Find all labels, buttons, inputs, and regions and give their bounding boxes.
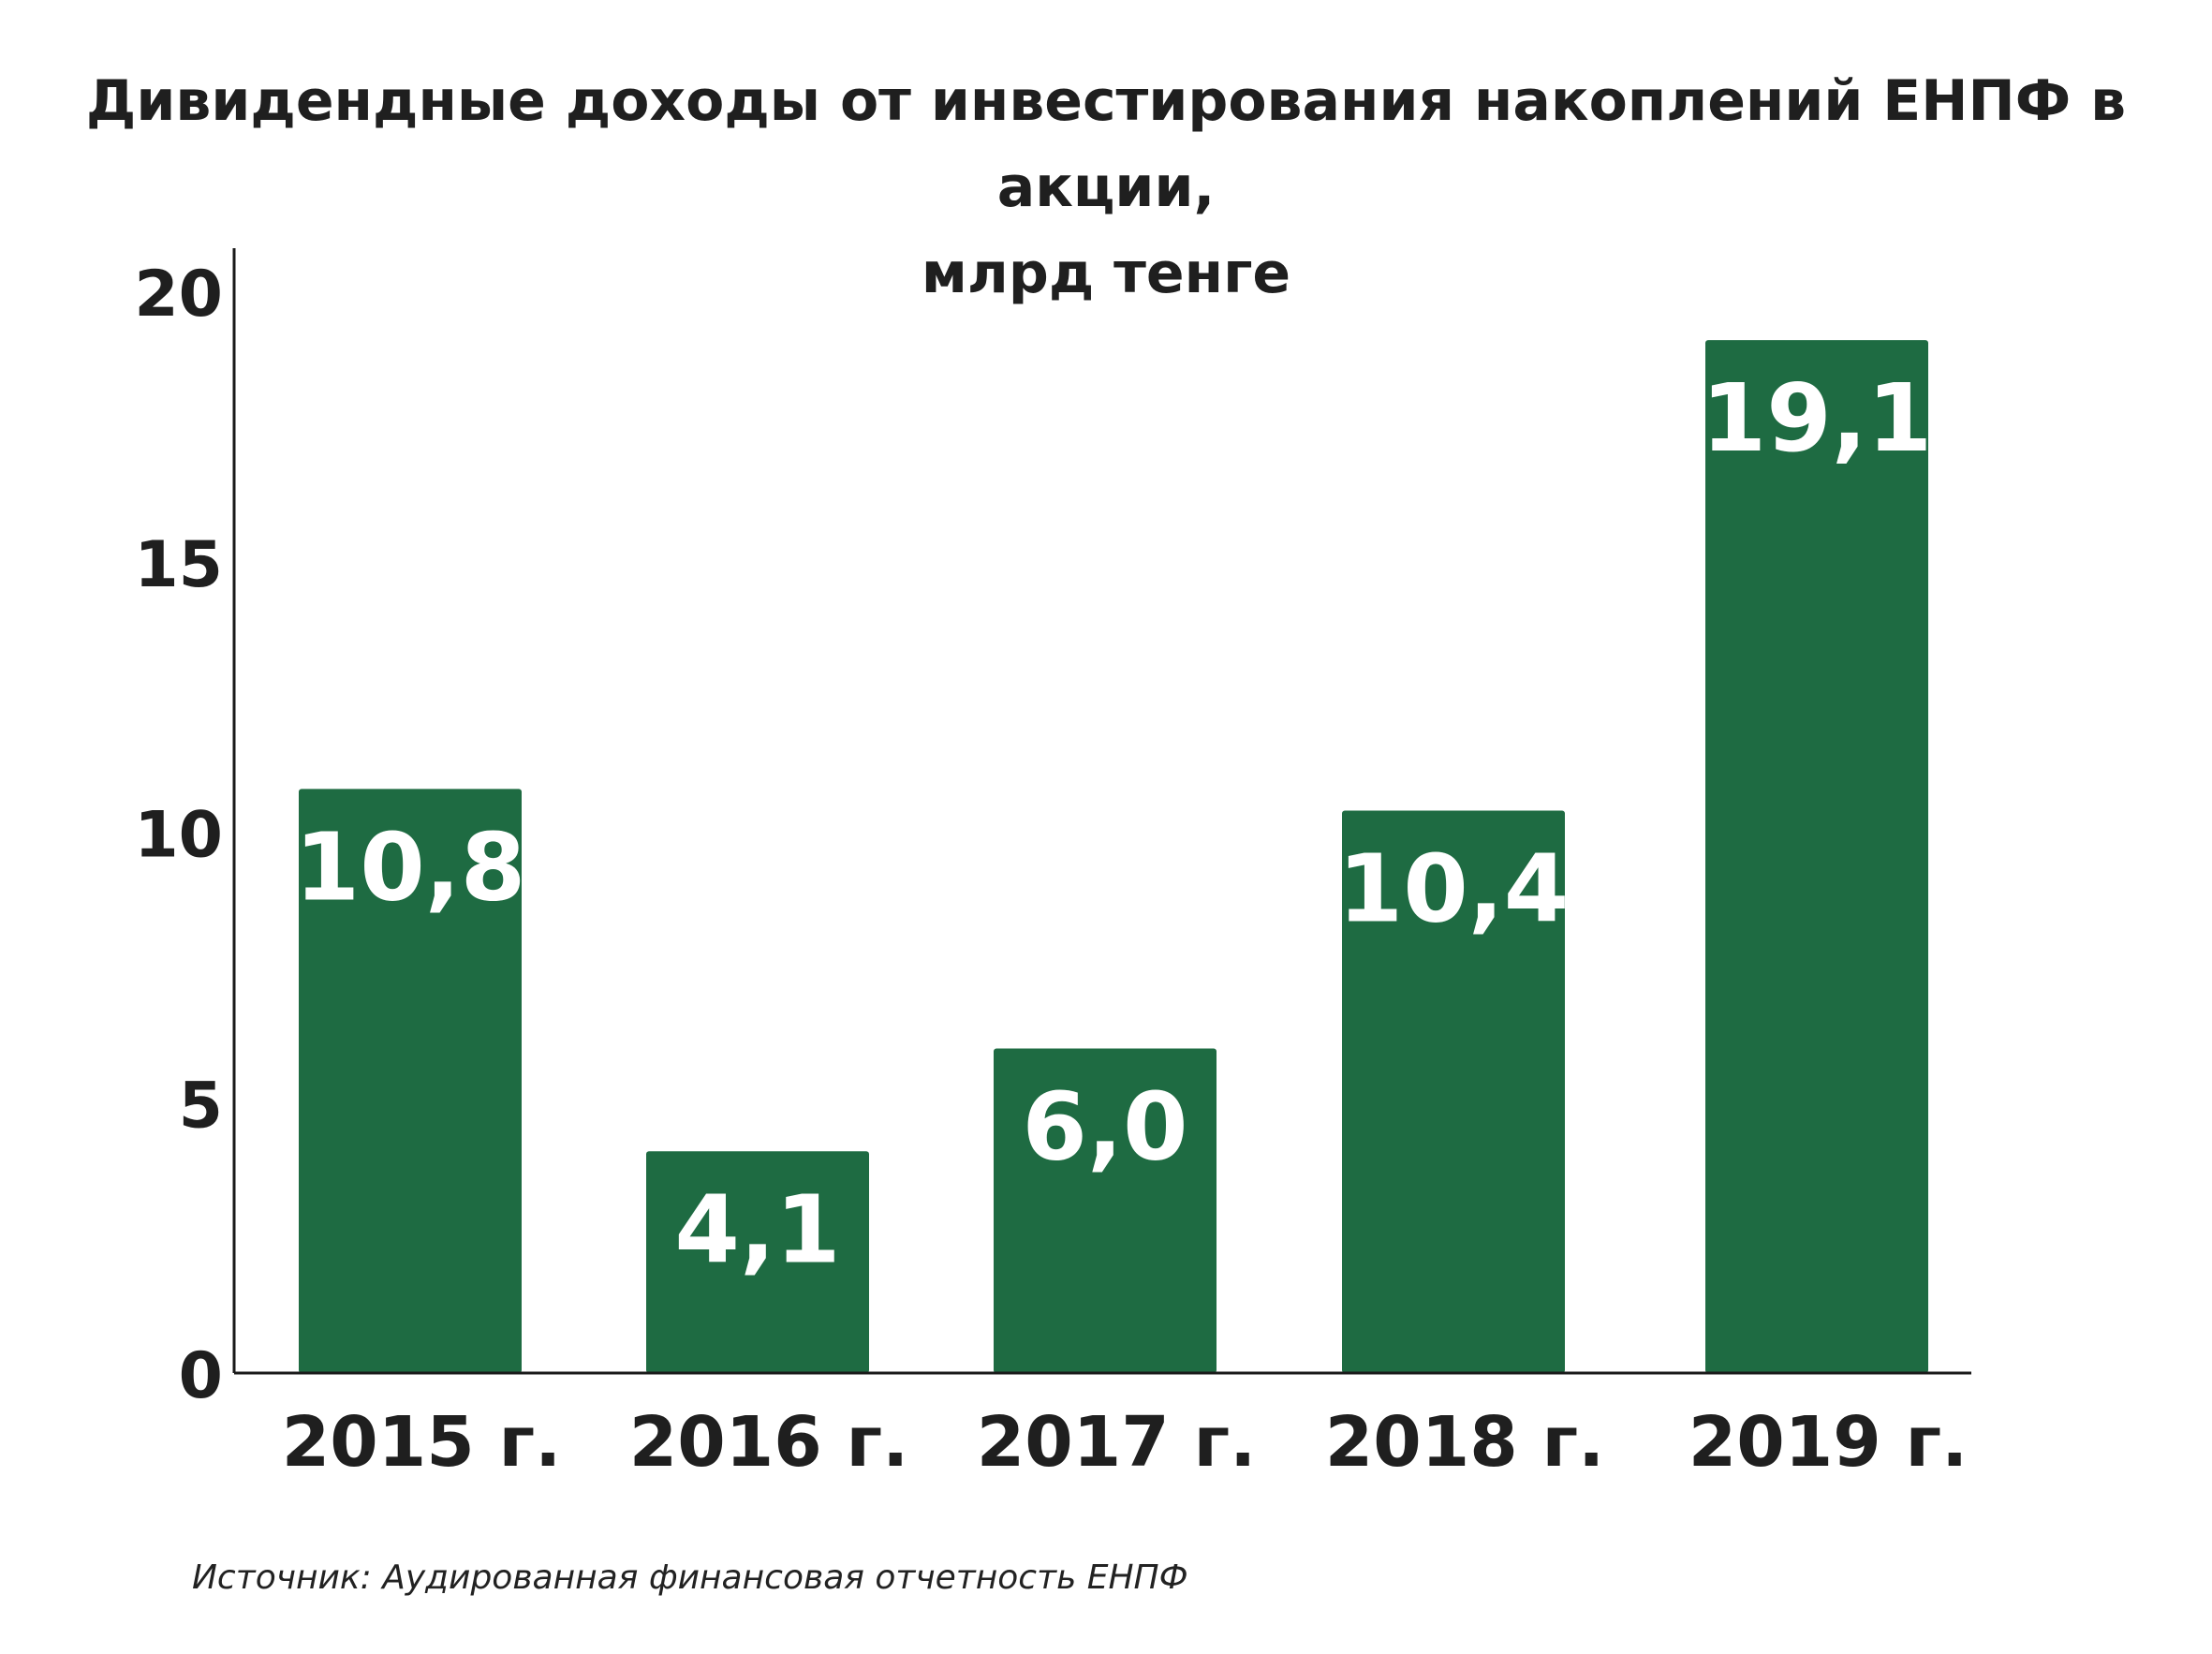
bar-value-label-2: 4,1 [674, 1174, 840, 1284]
bar-3 [994, 1048, 1217, 1373]
bar-value-label-3: 6,0 [1022, 1072, 1187, 1182]
source-note: Источник: Аудированная финансовая отчетн… [192, 1558, 1188, 1597]
bar-value-label-1: 10,8 [295, 812, 526, 922]
x-tick-label-3: 2017 г. [977, 1402, 1257, 1483]
labels-layer: 10,8 2015 г. 4,1 2016 г. 6,0 2017 г. 10,4 2018 … [134, 258, 1968, 1483]
chart-title: Дивидендные доходы от инвестирования нак… [0, 58, 2212, 317]
bar-value-label-5: 19,1 [1702, 363, 1933, 473]
x-tick-label-1: 2015 г. [282, 1402, 562, 1483]
chart-title-line-1: Дивидендные доходы от инвестирования нак… [85, 68, 2127, 220]
y-tick-label-0: 0 [179, 1339, 223, 1413]
bar-4 [1342, 810, 1565, 1373]
bars-layer [299, 340, 1928, 1373]
axes-layer [232, 248, 1971, 1375]
y-tick-label-20: 20 [134, 258, 223, 332]
bar-value-label-4: 10,4 [1338, 834, 1570, 944]
x-tick-label-4: 2018 г. [1325, 1402, 1605, 1483]
chart-title-line-2: млрд тенге [921, 241, 1291, 306]
x-tick-label-5: 2019 г. [1688, 1402, 1969, 1483]
y-tick-label-5: 5 [179, 1069, 223, 1143]
bar-1 [299, 789, 522, 1373]
bar-5 [1705, 340, 1928, 1373]
bar-2 [646, 1151, 869, 1373]
x-tick-label-2: 2016 г. [629, 1402, 909, 1483]
y-tick-label-10: 10 [134, 799, 223, 873]
y-tick-label-15: 15 [134, 528, 223, 602]
